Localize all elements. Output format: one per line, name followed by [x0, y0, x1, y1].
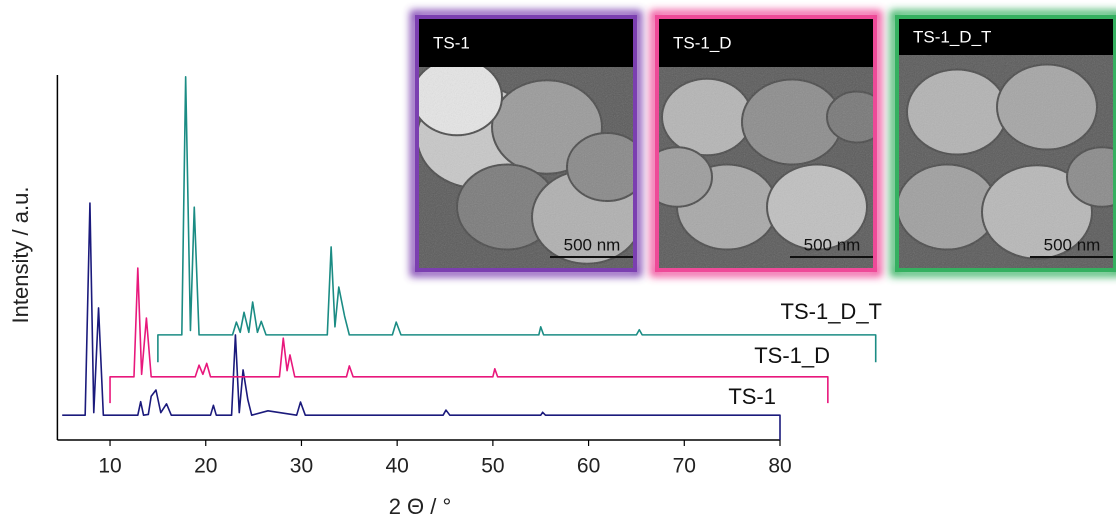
sem-image: TS-1_D 500 nm: [642, 14, 887, 273]
inset-label: TS-1: [433, 33, 470, 52]
x-tick-label: 40: [385, 455, 408, 478]
sem-image: TS-1 500 nm: [412, 14, 647, 273]
x-tick-label: 50: [481, 455, 504, 478]
series-label: TS-1: [728, 384, 776, 409]
sem-image: TS-1_D_T 500 nm: [894, 14, 1116, 273]
x-tick-label: 30: [290, 455, 313, 478]
series-label: TS-1_D_T: [781, 299, 882, 324]
sem-insets: TS-1 500 nm TS-1_D 500 nm TS-1_D_T 500 nm: [412, 14, 1116, 273]
figure: 10 20 30 40 50 60 70 80 TS-1 TS-1_D TS-1_D_T TS-1 5…: [0, 0, 1116, 519]
x-tick-label: 70: [673, 455, 696, 478]
x-tick-label: 60: [577, 455, 600, 478]
x-tick-label: 10: [98, 455, 121, 478]
x-tick-label: 80: [768, 455, 791, 478]
inset-label: TS-1_D_T: [913, 27, 991, 46]
inset-label: TS-1_D: [673, 33, 732, 52]
series-label: TS-1_D: [754, 343, 830, 368]
scale-label: 500 nm: [564, 235, 621, 254]
scale-label: 500 nm: [804, 235, 861, 254]
page: 10 20 30 40 50 60 70 80 TS-1 TS-1_D TS-1_D_T TS-1 5…: [0, 0, 1116, 519]
scale-label: 500 nm: [1044, 235, 1101, 254]
x-axis-label: 2 Θ / °: [389, 494, 452, 519]
y-axis-label: Intensity / a.u.: [8, 187, 33, 324]
x-tick-label: 20: [194, 455, 217, 478]
